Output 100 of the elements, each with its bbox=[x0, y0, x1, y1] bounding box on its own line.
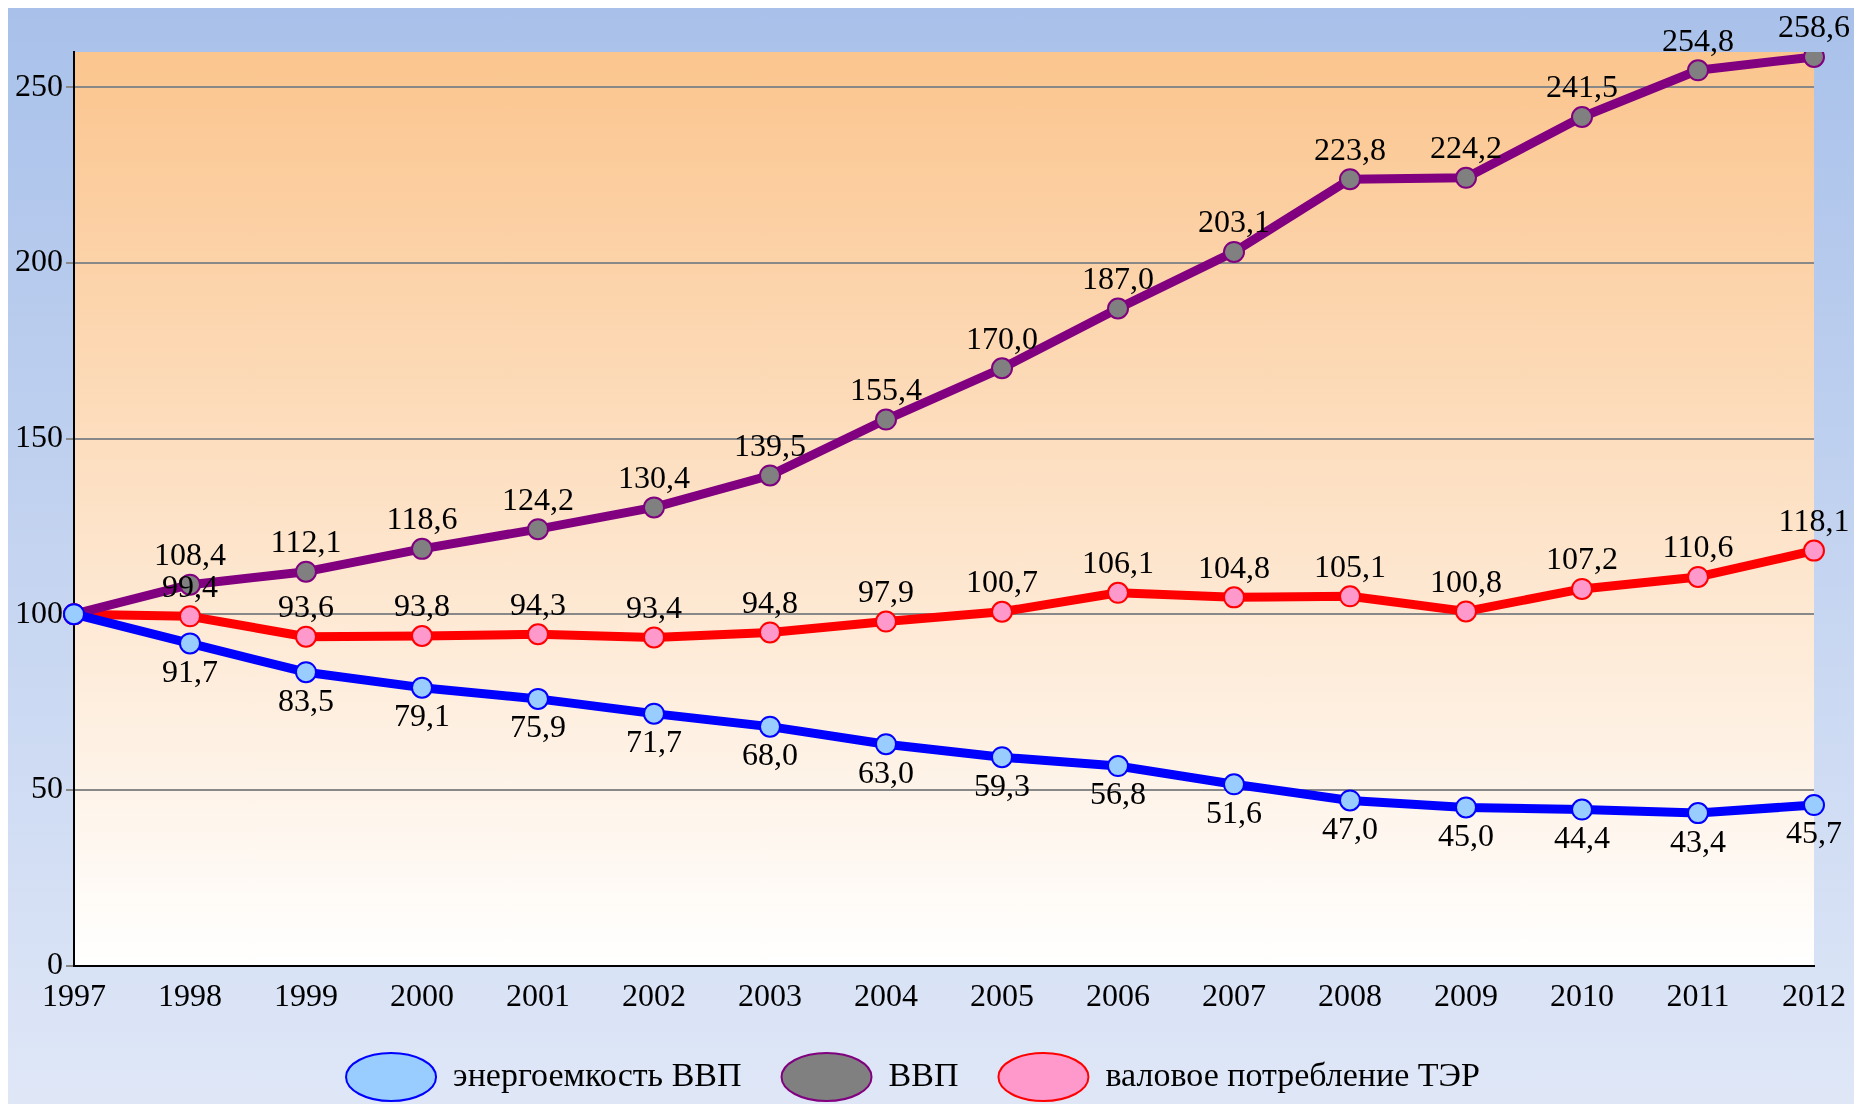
data-label: 241,5 bbox=[1546, 68, 1618, 105]
data-label: 71,7 bbox=[626, 723, 682, 760]
point bbox=[1223, 586, 1245, 609]
point bbox=[1455, 166, 1477, 189]
data-label: 75,9 bbox=[510, 708, 566, 745]
data-label: 56,8 bbox=[1090, 775, 1146, 812]
point bbox=[1339, 789, 1361, 812]
point bbox=[527, 623, 549, 646]
data-label: 108,4 bbox=[154, 536, 226, 573]
x-tick-label: 2007 bbox=[1202, 977, 1266, 1014]
data-label: 93,4 bbox=[626, 588, 682, 625]
data-label: 100,7 bbox=[966, 563, 1038, 600]
point bbox=[759, 715, 781, 738]
point bbox=[1107, 581, 1129, 604]
data-label: 93,8 bbox=[394, 587, 450, 624]
data-label: 187,0 bbox=[1082, 259, 1154, 296]
x-tick-label: 2003 bbox=[738, 977, 802, 1014]
data-label: 68,0 bbox=[742, 736, 798, 773]
legend-label: валовое потребление ТЭР bbox=[1105, 1055, 1480, 1093]
data-label: 155,4 bbox=[850, 370, 922, 407]
point bbox=[1339, 585, 1361, 608]
data-label: 118,1 bbox=[1778, 502, 1850, 539]
point bbox=[991, 357, 1013, 380]
x-tick-label: 2004 bbox=[854, 977, 918, 1014]
point bbox=[411, 676, 433, 699]
point bbox=[295, 661, 317, 684]
x-tick-label: 2011 bbox=[1666, 977, 1730, 1014]
point bbox=[1687, 59, 1709, 82]
data-label: 51,6 bbox=[1206, 793, 1262, 830]
data-label: 139,5 bbox=[734, 426, 806, 463]
point bbox=[875, 408, 897, 431]
point bbox=[1223, 773, 1245, 796]
point bbox=[1455, 796, 1477, 819]
x-tick-label: 2000 bbox=[390, 977, 454, 1014]
point bbox=[179, 632, 201, 655]
data-label: 100,8 bbox=[1430, 562, 1502, 599]
data-label: 106,1 bbox=[1082, 544, 1154, 581]
legend-label: ВВП bbox=[888, 1055, 959, 1093]
x-tick-label: 2008 bbox=[1318, 977, 1382, 1014]
point bbox=[875, 610, 897, 633]
point bbox=[295, 560, 317, 583]
x-tick-label: 2006 bbox=[1086, 977, 1150, 1014]
point bbox=[1571, 798, 1593, 821]
data-label: 258,6 bbox=[1778, 8, 1850, 45]
data-label: 43,4 bbox=[1670, 822, 1726, 859]
data-label: 47,0 bbox=[1322, 809, 1378, 846]
point bbox=[643, 702, 665, 725]
data-label: 94,3 bbox=[510, 585, 566, 622]
data-label: 91,7 bbox=[162, 652, 218, 689]
point bbox=[411, 625, 433, 647]
data-label: 45,0 bbox=[1438, 816, 1494, 853]
data-label: 110,6 bbox=[1662, 528, 1734, 565]
data-label: 79,1 bbox=[394, 697, 450, 734]
y-tick-label: 200 bbox=[15, 242, 63, 279]
x-tick-label: 2005 bbox=[970, 977, 1034, 1014]
point bbox=[643, 496, 665, 519]
point bbox=[643, 626, 665, 649]
point bbox=[875, 733, 897, 756]
data-label: 112,1 bbox=[270, 523, 342, 560]
y-tick-label: 50 bbox=[31, 769, 63, 806]
point bbox=[1803, 794, 1825, 817]
data-label: 118,6 bbox=[386, 500, 458, 537]
data-label: 63,0 bbox=[858, 753, 914, 790]
x-tick-label: 1999 bbox=[274, 977, 338, 1014]
legend-label: энергоемкость ВВП bbox=[453, 1055, 742, 1093]
point bbox=[1107, 755, 1129, 778]
point bbox=[411, 537, 433, 560]
data-label: 223,8 bbox=[1314, 130, 1386, 167]
point bbox=[1687, 802, 1709, 825]
data-label: 94,8 bbox=[742, 583, 798, 620]
point bbox=[527, 518, 549, 541]
point bbox=[1455, 600, 1477, 623]
point bbox=[179, 605, 201, 628]
data-label: 104,8 bbox=[1198, 548, 1270, 585]
data-label: 224,2 bbox=[1430, 129, 1502, 166]
data-label: 203,1 bbox=[1198, 203, 1270, 240]
point bbox=[295, 625, 317, 648]
point bbox=[1107, 297, 1129, 320]
point bbox=[1571, 577, 1593, 600]
x-tick-label: 2012 bbox=[1782, 977, 1846, 1014]
y-tick-label: 150 bbox=[15, 417, 63, 454]
x-tick-label: 1998 bbox=[158, 977, 222, 1014]
x-tick-label: 2001 bbox=[506, 977, 570, 1014]
x-tick-label: 2002 bbox=[622, 977, 686, 1014]
data-label: 45,7 bbox=[1786, 814, 1842, 851]
point bbox=[991, 746, 1013, 769]
point bbox=[1223, 240, 1245, 263]
x-tick-label: 2009 bbox=[1434, 977, 1498, 1014]
data-label: 105,1 bbox=[1314, 547, 1386, 584]
data-label: 97,9 bbox=[858, 573, 914, 609]
point bbox=[759, 621, 781, 644]
data-label: 83,5 bbox=[278, 681, 334, 718]
data-label: 170,0 bbox=[966, 319, 1038, 356]
point bbox=[1339, 168, 1361, 191]
y-tick-label: 250 bbox=[15, 66, 63, 103]
x-tick-label: 2010 bbox=[1550, 977, 1614, 1014]
point bbox=[1571, 106, 1593, 129]
point bbox=[527, 687, 549, 710]
data-label: 44,4 bbox=[1554, 818, 1610, 855]
point bbox=[759, 464, 781, 487]
